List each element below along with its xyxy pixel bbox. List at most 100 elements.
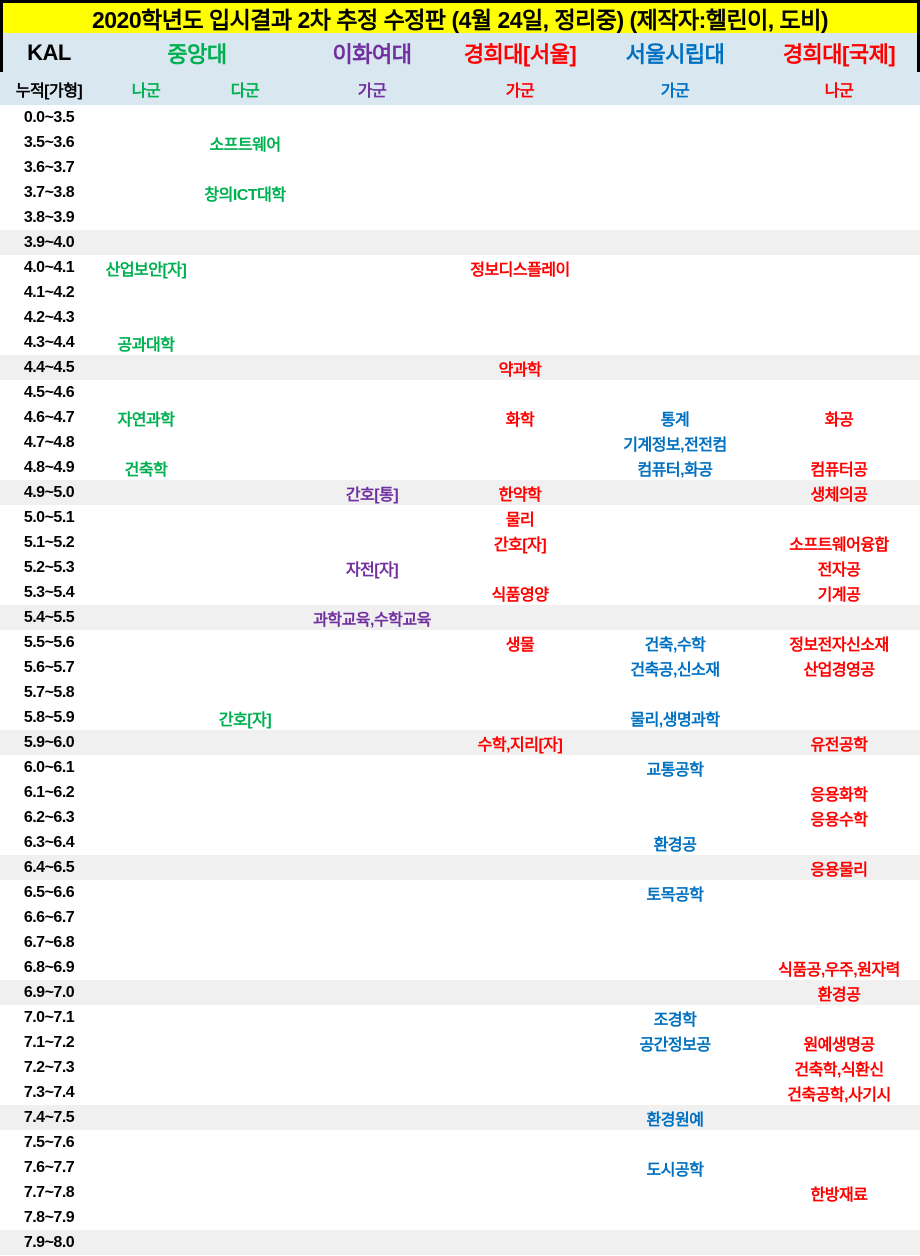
- score-range: 4.7~4.8: [23, 433, 75, 451]
- header-university-uos: 서울시립대: [625, 41, 725, 67]
- table-row: 4.8~4.9 건축학 컴퓨터,화공 컴퓨터공: [0, 455, 920, 480]
- score-range: 7.5~7.6: [23, 1133, 75, 1151]
- cell-khu-global: 원예생명공: [803, 1036, 875, 1054]
- score-range: 6.9~7.0: [23, 983, 75, 1001]
- score-rows-container: 0.0~3.5 3.5~3.6 소프트웨어 3.6~3.7: [0, 105, 920, 1255]
- cell-uos: 토목공학: [646, 886, 704, 904]
- cell-khu-global: 생체의공: [810, 486, 868, 504]
- header-university-khu-seoul: 경희대[서울]: [463, 41, 577, 67]
- table-row: 7.8~7.9: [0, 1205, 920, 1230]
- header-university-cau: 중앙대: [167, 41, 227, 67]
- table-row: 5.4~5.5 과학교육,수학교육: [0, 605, 920, 630]
- cell-cau-da: 창의ICT대학: [204, 186, 286, 204]
- cell-cau-da: 간호[자]: [218, 711, 272, 729]
- cell-khu-seoul: 화학: [505, 411, 535, 429]
- score-range: 5.9~6.0: [23, 733, 75, 751]
- header-group-uos-ga: 가군: [660, 82, 690, 100]
- header-university-ewha: 이화여대: [332, 41, 412, 67]
- score-range: 4.6~4.7: [23, 408, 75, 426]
- table-row: 4.3~4.4 공과대학: [0, 330, 920, 355]
- cell-khu-global: 소프트웨어융합: [789, 536, 889, 554]
- score-range: 4.9~5.0: [23, 483, 75, 501]
- cell-khu-global: 한방재료: [810, 1186, 868, 1204]
- header-kal: KAL: [27, 39, 71, 65]
- score-range: 7.7~7.8: [23, 1183, 75, 1201]
- cell-khu-global: 컴퓨터공: [810, 461, 868, 479]
- cell-cau-na: 산업보안[자]: [105, 261, 187, 279]
- score-range: 7.8~7.9: [23, 1208, 75, 1226]
- cell-uos: 공간정보공: [639, 1036, 711, 1054]
- score-range: 3.7~3.8: [23, 183, 75, 201]
- score-range: 5.2~5.3: [23, 558, 75, 576]
- score-range: 7.4~7.5: [23, 1108, 75, 1126]
- cell-khu-seoul: 약과학: [498, 361, 542, 379]
- table-row: 7.6~7.7 도시공학: [0, 1155, 920, 1180]
- cell-uos: 환경원예: [646, 1111, 704, 1129]
- table-row: 7.9~8.0: [0, 1230, 920, 1255]
- score-range: 5.0~5.1: [23, 508, 75, 526]
- cell-cau-na: 건축학: [124, 461, 168, 479]
- table-row: 5.1~5.2 간호[자] 소프트웨어융합: [0, 530, 920, 555]
- table-row: 4.1~4.2: [0, 280, 920, 305]
- score-range: 4.1~4.2: [23, 283, 75, 301]
- score-range: 4.5~4.6: [23, 383, 75, 401]
- cell-uos: 교통공학: [646, 761, 704, 779]
- cell-khu-global: 식품공,우주,원자력: [778, 961, 900, 979]
- header-group-cau-da: 다군: [230, 82, 260, 100]
- university-header-row: KAL 중앙대 이화여대 경희대[서울] 서울시립대 경희대[국제]: [0, 33, 920, 72]
- score-range: 5.4~5.5: [23, 608, 75, 626]
- table-row: 6.7~6.8: [0, 930, 920, 955]
- header-group-khu-global-na: 나군: [824, 82, 854, 100]
- score-range: 4.4~4.5: [23, 358, 75, 376]
- cell-khu-global: 기계공: [817, 586, 861, 604]
- score-range: 6.4~6.5: [23, 858, 75, 876]
- score-range: 6.6~6.7: [23, 908, 75, 926]
- table-row: 6.4~6.5 응용물리: [0, 855, 920, 880]
- table-row: 4.4~4.5 약과학: [0, 355, 920, 380]
- score-range: 4.8~4.9: [23, 458, 75, 476]
- score-range: 4.2~4.3: [23, 308, 75, 326]
- score-range: 6.0~6.1: [23, 758, 75, 776]
- score-range: 6.7~6.8: [23, 933, 75, 951]
- score-range: 6.1~6.2: [23, 783, 75, 801]
- table-row: 5.5~5.6 생물 건축,수학 정보전자신소재: [0, 630, 920, 655]
- cell-uos: 환경공: [653, 836, 697, 854]
- score-range: 5.6~5.7: [23, 658, 75, 676]
- score-range: 5.1~5.2: [23, 533, 75, 551]
- cell-uos: 조경학: [653, 1011, 697, 1029]
- table-row: 4.2~4.3: [0, 305, 920, 330]
- cell-uos: 통계: [660, 411, 690, 429]
- cell-khu-global: 환경공: [817, 986, 861, 1004]
- score-range: 0.0~3.5: [23, 108, 75, 126]
- table-row: 5.2~5.3 자전[자] 전자공: [0, 555, 920, 580]
- page-title: 2020학년도 입시결과 2차 추정 수정판 (4월 24일, 정리중) (제작…: [0, 0, 920, 33]
- table-row: 6.1~6.2 응용화학: [0, 780, 920, 805]
- score-range: 4.3~4.4: [23, 333, 75, 351]
- cell-khu-global: 응용수학: [810, 811, 868, 829]
- cell-khu-global: 전자공: [817, 561, 861, 579]
- score-range: 5.3~5.4: [23, 583, 75, 601]
- table-row: 4.9~5.0 간호[통] 한약학 생체의공: [0, 480, 920, 505]
- table-row: 6.9~7.0 환경공: [0, 980, 920, 1005]
- score-range: 5.8~5.9: [23, 708, 75, 726]
- score-range: 3.8~3.9: [23, 208, 75, 226]
- table-row: 3.6~3.7: [0, 155, 920, 180]
- cell-khu-global: 건축학,식환신: [794, 1061, 884, 1079]
- cell-khu-global: 산업경영공: [803, 661, 875, 679]
- table-row: 3.5~3.6 소프트웨어: [0, 130, 920, 155]
- table-row: 5.9~6.0 수학,지리[자] 유전공학: [0, 730, 920, 755]
- cell-khu-global: 유전공학: [810, 736, 868, 754]
- cell-cau-na: 공과대학: [117, 336, 175, 354]
- cell-uos: 도시공학: [646, 1161, 704, 1179]
- score-range: 3.6~3.7: [23, 158, 75, 176]
- cell-khu-seoul: 간호[자]: [493, 536, 547, 554]
- score-range: 6.2~6.3: [23, 808, 75, 826]
- table-row: 7.1~7.2 공간정보공 원예생명공: [0, 1030, 920, 1055]
- cell-khu-global: 정보전자신소재: [789, 636, 889, 654]
- cell-khu-seoul: 물리: [505, 511, 535, 529]
- table-row: 7.3~7.4 건축공학,사기시: [0, 1080, 920, 1105]
- cell-uos: 기계정보,전전컴: [623, 436, 727, 454]
- table-row: 5.3~5.4 식품영양 기계공: [0, 580, 920, 605]
- header-group-cau-na: 나군: [131, 82, 161, 100]
